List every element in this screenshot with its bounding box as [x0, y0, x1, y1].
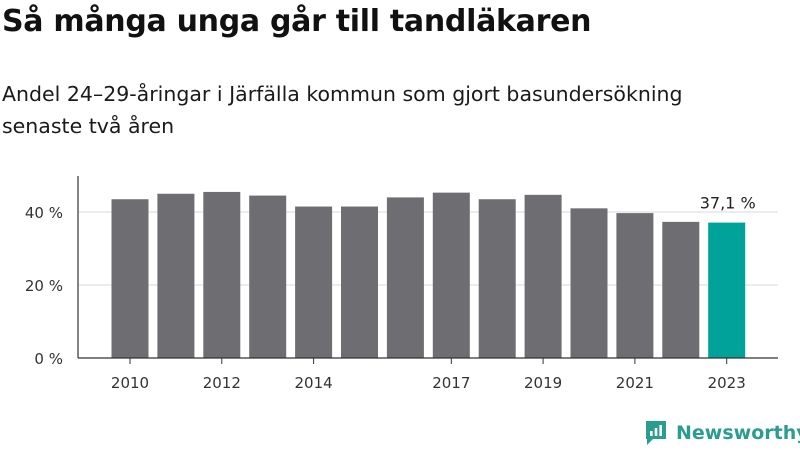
chart-subtitle: Andel 24–29-åringar i Järfälla kommun so… — [2, 82, 683, 138]
x-tick-label: 2021 — [616, 374, 654, 392]
bar — [662, 221, 700, 358]
bar — [203, 191, 241, 358]
bar — [478, 199, 516, 358]
brand-name: Newsworthy — [676, 422, 800, 444]
bar — [616, 213, 654, 358]
value-annotation: 37,1 % — [700, 194, 756, 213]
bar-highlight — [708, 222, 746, 358]
bar — [111, 199, 149, 358]
x-tick-label: 2017 — [432, 374, 470, 392]
brand-logo: Newsworthy — [644, 420, 800, 446]
bar — [386, 197, 424, 358]
newsworthy-logo-icon — [646, 421, 666, 445]
y-tick-label: 20 % — [25, 277, 63, 295]
y-tick-label: 0 % — [34, 350, 63, 368]
y-tick-label: 40 % — [25, 204, 63, 222]
x-tick-label: 2010 — [111, 374, 149, 392]
bar — [157, 193, 195, 358]
bar — [341, 206, 378, 358]
chart-title: Så många unga går till tandläkaren — [2, 4, 592, 39]
bar — [295, 206, 333, 358]
x-tick-label: 2023 — [708, 374, 746, 392]
bar — [249, 195, 287, 358]
bar — [432, 192, 470, 358]
bar — [524, 194, 562, 358]
x-tick-label: 2019 — [524, 374, 562, 392]
x-tick-label: 2014 — [295, 374, 333, 392]
bar — [570, 208, 608, 358]
x-tick-label: 2012 — [203, 374, 241, 392]
